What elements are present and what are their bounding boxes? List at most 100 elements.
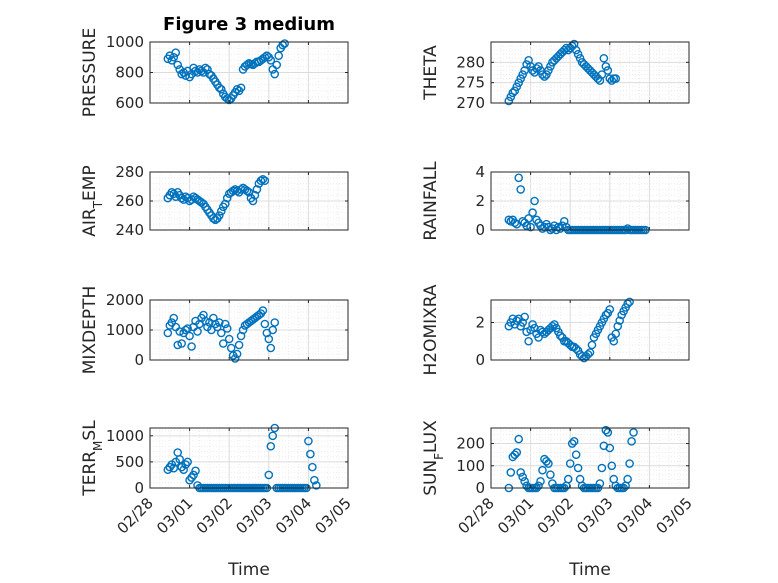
data-point [232, 349, 242, 359]
data-point [615, 316, 625, 325]
data-point [601, 62, 611, 71]
data-point [258, 174, 268, 184]
data-point [268, 325, 278, 335]
data-point [546, 470, 555, 479]
data-point [518, 318, 527, 327]
data-point [603, 66, 613, 75]
data-point [270, 318, 280, 327]
y-tick-label: 800 [115, 64, 144, 82]
data-point [544, 66, 553, 75]
y-tick-label: 0 [134, 351, 144, 369]
data-point [512, 82, 522, 92]
data-point [540, 72, 549, 81]
data-point [230, 354, 240, 363]
data-point [605, 443, 615, 453]
data-point [242, 60, 252, 70]
y-axis-label: AIRTEMP [80, 165, 105, 236]
y-axis-label: PRESSURE [80, 28, 100, 117]
data-point [583, 350, 593, 359]
data-point [526, 325, 535, 335]
data-point [226, 343, 236, 353]
data-point [556, 331, 565, 340]
subplot-7: 05001000TERRMSL02/2803/0103/0203/0303/04… [80, 420, 355, 580]
y-tick-label: 600 [115, 94, 144, 112]
data-point [312, 481, 321, 490]
data-point [587, 340, 597, 350]
data-point [516, 185, 526, 194]
data-point [571, 45, 581, 55]
data-point [169, 52, 179, 62]
y-tick-label: 2 [475, 192, 485, 210]
subplot-5: 0 1000 2000 MIXDEPTH [80, 286, 349, 374]
data-point [169, 313, 179, 323]
data-point [224, 334, 234, 344]
data-point [522, 327, 531, 337]
data-point [607, 461, 617, 471]
x-tick-label: 03/02 [534, 494, 577, 537]
y-tick-label: 240 [115, 221, 144, 239]
y-tick-label: 200 [456, 435, 485, 453]
y-tick-label: 1000 [106, 321, 144, 339]
y-axis-label-part: H2OMIXRA [421, 284, 441, 375]
data-point [597, 463, 607, 473]
data-point [623, 474, 632, 484]
axes-frame [490, 41, 690, 104]
data-point [534, 481, 543, 491]
data-point [510, 450, 520, 459]
data-point [179, 465, 188, 475]
data-point [218, 339, 228, 348]
data-point [256, 176, 266, 185]
y-tick-label: 280 [115, 163, 144, 181]
data-point [510, 218, 520, 228]
data-point [573, 463, 583, 473]
data-point [181, 325, 190, 335]
data-point [308, 462, 317, 472]
data-point [538, 465, 547, 475]
data-point [183, 457, 192, 467]
data-point [516, 74, 526, 83]
data-point [569, 437, 579, 446]
y-tick-label: 275 [456, 74, 485, 92]
data-point [526, 222, 535, 232]
axes-frame [490, 427, 690, 489]
data-point [175, 327, 184, 336]
data-point [504, 96, 514, 106]
data-point [625, 297, 634, 307]
subplot-8: 0 100 200 SUNFLUX 02/2803/0103/0203/0303/040… [421, 420, 696, 580]
y-axis-label: TERRMSL [80, 420, 105, 497]
y-tick-label: 2000 [106, 291, 144, 309]
data-point [270, 69, 280, 79]
x-tick-label: 03/04 [613, 494, 656, 537]
x-tick-label: 02/28 [455, 494, 498, 537]
y-tick-label: 1000 [106, 33, 144, 51]
y-tick-label: 260 [115, 192, 144, 210]
y-axis-label-part: RAINFALL [421, 161, 441, 241]
data-point [220, 319, 230, 329]
data-point [559, 216, 569, 226]
y-tick-label: 0 [134, 479, 144, 497]
data-point [214, 318, 224, 327]
data-point [214, 83, 224, 93]
x-tick-label: 03/05 [312, 494, 355, 537]
y-axis-label-part: AIR [80, 208, 100, 237]
y-axis-label-part: LUX [421, 420, 441, 453]
data-point [508, 314, 518, 324]
data-point [216, 84, 226, 94]
data-point [274, 51, 284, 61]
data-point [625, 459, 634, 468]
y-axis-label: H2OMIXRA [421, 284, 441, 375]
data-point [248, 196, 258, 206]
data-point [242, 186, 252, 196]
y-tick-label: 100 [456, 457, 485, 475]
data-point [306, 449, 315, 459]
y-tick-label: 0 [475, 221, 485, 239]
data-point [173, 340, 183, 350]
data-point [191, 66, 200, 76]
data-point [565, 340, 575, 350]
data-point [272, 60, 282, 70]
data-point [609, 336, 619, 346]
data-point [601, 310, 611, 320]
data-point [542, 70, 551, 79]
axes-frame [490, 299, 690, 361]
